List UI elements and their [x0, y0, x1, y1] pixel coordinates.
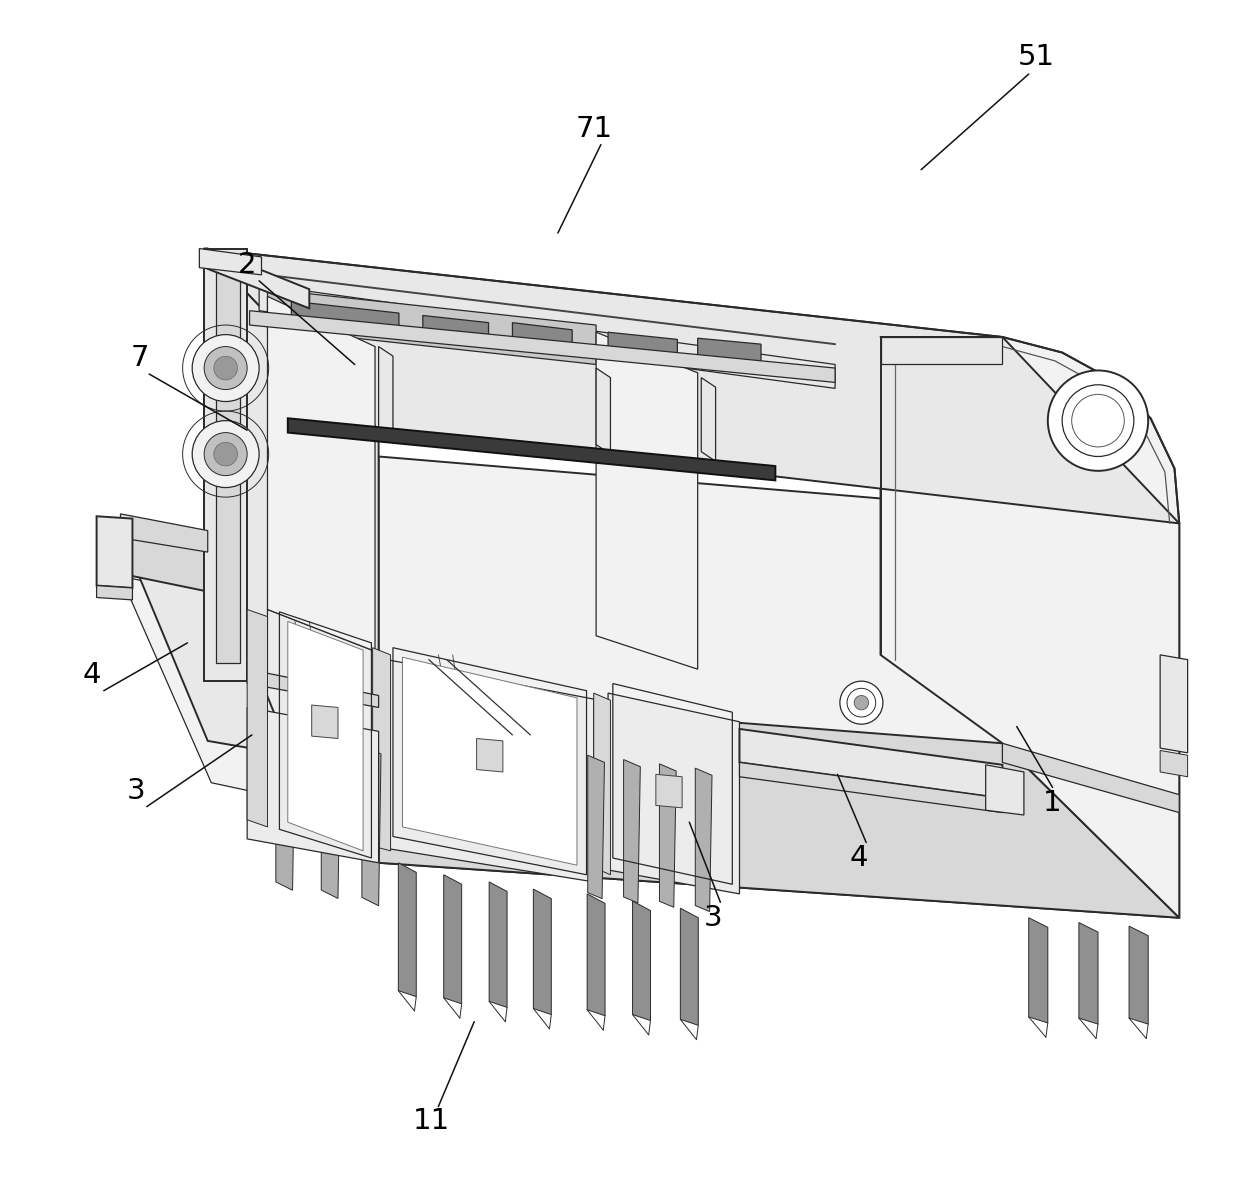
- Circle shape: [205, 433, 247, 476]
- Polygon shape: [403, 657, 577, 865]
- Circle shape: [213, 442, 238, 466]
- Polygon shape: [387, 660, 594, 882]
- Polygon shape: [373, 648, 391, 851]
- Polygon shape: [205, 681, 1179, 918]
- Circle shape: [1048, 370, 1148, 471]
- Polygon shape: [205, 249, 378, 863]
- Text: 4: 4: [83, 661, 100, 690]
- Polygon shape: [321, 737, 340, 899]
- Circle shape: [839, 681, 883, 724]
- Polygon shape: [660, 764, 676, 907]
- Polygon shape: [656, 774, 682, 808]
- Polygon shape: [702, 378, 715, 461]
- Text: 3: 3: [704, 903, 723, 932]
- Polygon shape: [205, 249, 247, 681]
- Polygon shape: [208, 249, 309, 308]
- Polygon shape: [97, 586, 133, 600]
- Polygon shape: [608, 332, 677, 358]
- Polygon shape: [596, 368, 610, 454]
- Polygon shape: [268, 609, 374, 863]
- Polygon shape: [268, 296, 374, 651]
- Polygon shape: [739, 762, 1002, 813]
- Polygon shape: [1002, 743, 1179, 813]
- Polygon shape: [120, 532, 291, 755]
- Polygon shape: [120, 532, 208, 592]
- Polygon shape: [880, 337, 1002, 364]
- Polygon shape: [378, 456, 1179, 918]
- Polygon shape: [632, 901, 651, 1021]
- Text: 2: 2: [238, 251, 257, 280]
- Circle shape: [192, 335, 259, 402]
- Polygon shape: [275, 729, 295, 890]
- Polygon shape: [291, 301, 399, 337]
- Polygon shape: [97, 516, 133, 588]
- Polygon shape: [120, 576, 295, 801]
- Text: 7: 7: [130, 344, 149, 373]
- Polygon shape: [489, 882, 507, 1007]
- Polygon shape: [288, 418, 775, 480]
- Polygon shape: [624, 760, 640, 903]
- Polygon shape: [205, 249, 1179, 523]
- Polygon shape: [1161, 750, 1188, 777]
- Polygon shape: [1130, 926, 1148, 1024]
- Polygon shape: [378, 347, 393, 440]
- Polygon shape: [588, 755, 604, 899]
- Polygon shape: [120, 514, 208, 552]
- Circle shape: [192, 421, 259, 488]
- Text: 11: 11: [413, 1107, 450, 1135]
- Polygon shape: [247, 609, 268, 827]
- Polygon shape: [423, 315, 489, 344]
- Polygon shape: [608, 693, 739, 894]
- Text: 71: 71: [575, 115, 613, 143]
- Polygon shape: [696, 768, 712, 912]
- Polygon shape: [880, 337, 1179, 918]
- Polygon shape: [533, 889, 552, 1015]
- Polygon shape: [594, 693, 610, 875]
- Polygon shape: [444, 875, 461, 1004]
- Polygon shape: [1079, 923, 1097, 1024]
- Polygon shape: [1029, 918, 1048, 1023]
- Text: 1: 1: [1043, 789, 1061, 817]
- Text: 51: 51: [1017, 43, 1054, 72]
- Polygon shape: [596, 332, 698, 669]
- Circle shape: [213, 356, 238, 380]
- Polygon shape: [681, 908, 698, 1025]
- Polygon shape: [362, 744, 381, 906]
- Text: 4: 4: [849, 844, 868, 872]
- Polygon shape: [698, 338, 761, 362]
- Polygon shape: [259, 284, 835, 388]
- Polygon shape: [512, 323, 572, 349]
- Polygon shape: [739, 729, 1002, 798]
- Polygon shape: [247, 707, 378, 863]
- Polygon shape: [200, 249, 262, 275]
- Polygon shape: [986, 765, 1024, 815]
- Polygon shape: [1161, 655, 1188, 753]
- Polygon shape: [398, 863, 417, 997]
- Text: 3: 3: [126, 777, 145, 805]
- Polygon shape: [587, 894, 605, 1016]
- Polygon shape: [311, 705, 339, 739]
- Polygon shape: [268, 289, 596, 364]
- Circle shape: [854, 695, 868, 710]
- Polygon shape: [249, 311, 835, 382]
- Polygon shape: [288, 621, 363, 851]
- Polygon shape: [216, 265, 241, 663]
- Polygon shape: [247, 669, 378, 707]
- Polygon shape: [476, 739, 503, 772]
- Circle shape: [205, 347, 247, 390]
